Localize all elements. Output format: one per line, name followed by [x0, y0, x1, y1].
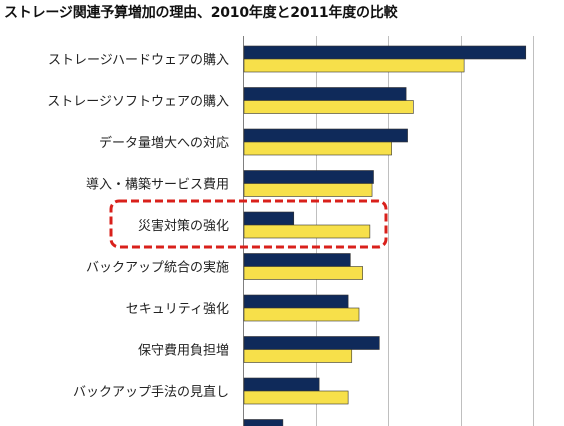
bar-2011: [243, 224, 371, 239]
category-label: 災害対策の強化: [138, 218, 229, 234]
highlight-layer: [109, 199, 388, 249]
bar-2010: [243, 211, 295, 226]
chart-title: ストレージ関連予算増加の理由、2010年度と2011年度の比較: [4, 5, 398, 21]
bar-2010: [243, 45, 527, 60]
bar-2011: [243, 266, 363, 280]
category-label: ストレージソフトウェアの購入: [47, 95, 229, 110]
bar-2011: [243, 349, 353, 363]
bar-2011: [243, 58, 465, 73]
bar-2010: [243, 128, 408, 143]
category-label: 保守費用負担増: [138, 344, 229, 359]
category-label: 導入・構築サービス費用: [86, 178, 229, 193]
category-label: セキュリティ強化: [126, 302, 229, 317]
bar-2010: [243, 336, 380, 350]
category-label: ストレージハードウェアの購入: [48, 53, 229, 68]
bar-2010: [243, 87, 407, 101]
category-label: バックアップ統合の実施: [86, 260, 229, 276]
bar-2011: [243, 183, 373, 197]
category-labels: ストレージハードウェアの購入ストレージソフトウェアの購入データ量増大への対応導入…: [47, 53, 229, 400]
category-label: データ量増大への対応: [99, 135, 229, 151]
bar-2011: [243, 390, 349, 405]
bar-2010: [243, 377, 320, 392]
bar-2010: [243, 419, 284, 426]
bar-2011: [243, 100, 414, 114]
bars-layer: [243, 45, 527, 426]
highlight-box: [109, 199, 388, 249]
bar-2010: [243, 294, 349, 309]
bar-2010: [243, 170, 374, 184]
bar-2011: [243, 307, 360, 322]
category-label: バックアップ手法の見直し: [73, 385, 229, 400]
bar-2011: [243, 141, 392, 156]
bar-2010: [243, 253, 351, 267]
